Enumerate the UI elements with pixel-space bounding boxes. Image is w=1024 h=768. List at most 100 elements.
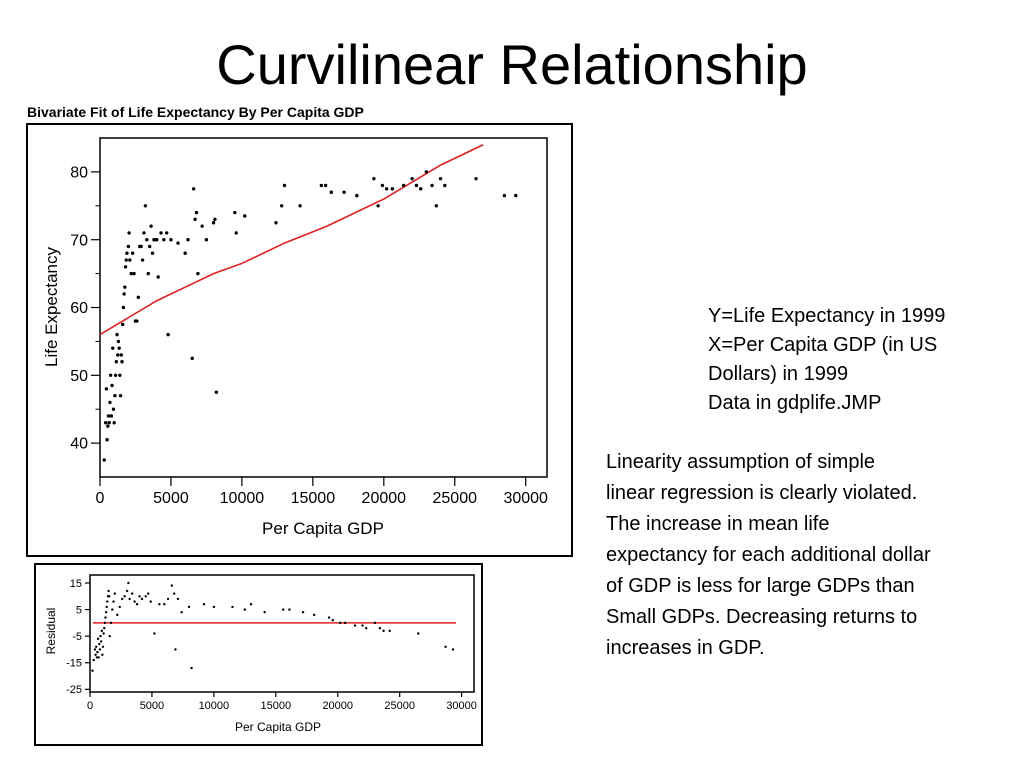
residual-data-point [378,626,382,630]
main-data-point [243,214,247,218]
residual-data-point [343,621,347,625]
residual-x-tick-label: 0 [87,700,93,712]
residual-x-axis-label: Per Capita GDP [235,720,321,734]
main-data-point [116,339,121,344]
main-data-point [123,285,127,289]
residual-data-point [180,611,183,614]
residual-data-point [288,608,291,611]
residual-data-point [118,605,121,609]
main-data-point [139,244,143,249]
main-data-point [114,360,119,364]
main-data-point [111,346,115,350]
residual-data-point [263,611,266,614]
main-x-tick-label: 30000 [503,490,548,507]
residual-data-point [331,619,334,622]
main-data-point [424,170,429,174]
paragraph-line: Small GDPs. Decreasing returns to [606,606,918,628]
residual-data-point [187,605,191,609]
main-data-point [355,193,359,198]
residual-plot-area [89,574,475,693]
main-data-point [211,221,216,225]
residual-data-point [103,621,107,625]
residual-data-point [144,595,147,598]
residual-data-point [99,640,103,643]
residual-data-point [138,595,141,598]
main-data-point [122,292,126,296]
main-y-tick-label: 60 [70,300,88,317]
main-data-point [193,217,197,222]
main-data-point [103,421,108,425]
main-data-point [282,183,287,188]
variable-info: Y=Life Expectancy in 1999 X=Per Capita G… [708,302,1018,418]
main-data-point [106,424,110,428]
residual-data-point [107,589,110,593]
residual-data-point [108,634,112,638]
residual-data-point [173,592,176,595]
residual-y-tick-label: -15 [66,658,82,670]
residual-data-point [158,603,161,606]
main-data-point [191,187,196,191]
main-data-point [372,176,376,181]
main-data-point [474,176,478,181]
residual-data-point [444,645,447,648]
residual-data-point [101,645,105,648]
main-data-point [140,258,145,262]
main-data-point [196,271,200,276]
main-data-point [214,390,219,394]
main-data-point [118,373,122,377]
residual-data-point [353,624,357,627]
main-data-point [116,353,120,357]
residual-data-point [327,616,331,619]
main-data-point [279,204,284,208]
main-data-point [149,224,153,228]
main-y-tick-label: 40 [70,436,88,453]
main-data-point [274,221,278,225]
explanation-paragraph: Linearity assumption of simple linear re… [606,447,1024,664]
residual-data-point [174,648,177,651]
residual-data-point [130,592,134,595]
main-data-point [147,244,152,249]
residual-data-point [116,613,119,617]
main-data-point [419,187,423,191]
fit-line [99,144,484,336]
main-data-point [401,183,406,188]
residual-data-point [95,656,99,659]
residual-data-point [365,626,368,630]
residual-data-point [417,632,420,635]
residual-data-point [104,611,108,614]
main-data-point [145,238,149,242]
fit-chart-title: Bivariate Fit of Life Expectancy By Per … [27,104,364,120]
residual-data-point [93,648,97,651]
main-data-point [443,183,447,188]
residual-data-point [361,624,364,627]
main-data-point [111,407,116,411]
main-data-point [194,210,199,215]
main-data-point [121,305,126,310]
main-data-point [514,193,518,198]
paragraph-line: increases in GDP. [606,637,765,659]
residual-data-point [113,592,116,595]
paragraph-line: Linearity assumption of simple [606,451,876,473]
main-data-point [108,400,112,405]
main-data-point [200,224,204,228]
residual-data-point [140,597,144,601]
residual-data-point [106,600,109,603]
main-data-point [159,231,163,235]
slide-title: Curvilinear Relationship [216,33,808,96]
residual-y-tick-label: 15 [70,578,82,590]
residual-data-point [91,669,94,672]
main-data-point [384,187,389,191]
main-plot-area [99,137,548,478]
main-data-point [135,319,139,323]
residual-data-point [149,600,152,603]
residual-data-point [128,597,131,601]
main-data-point [113,373,118,377]
main-data-point [155,238,159,242]
residual-x-tick-label: 20000 [322,700,353,712]
residual-data-point [243,608,247,611]
main-data-point [110,383,114,388]
main-data-point [298,204,302,208]
residual-data-point [94,645,98,648]
info-line: Data in gdplife.JMP [708,392,882,414]
residual-data-point [111,608,114,611]
